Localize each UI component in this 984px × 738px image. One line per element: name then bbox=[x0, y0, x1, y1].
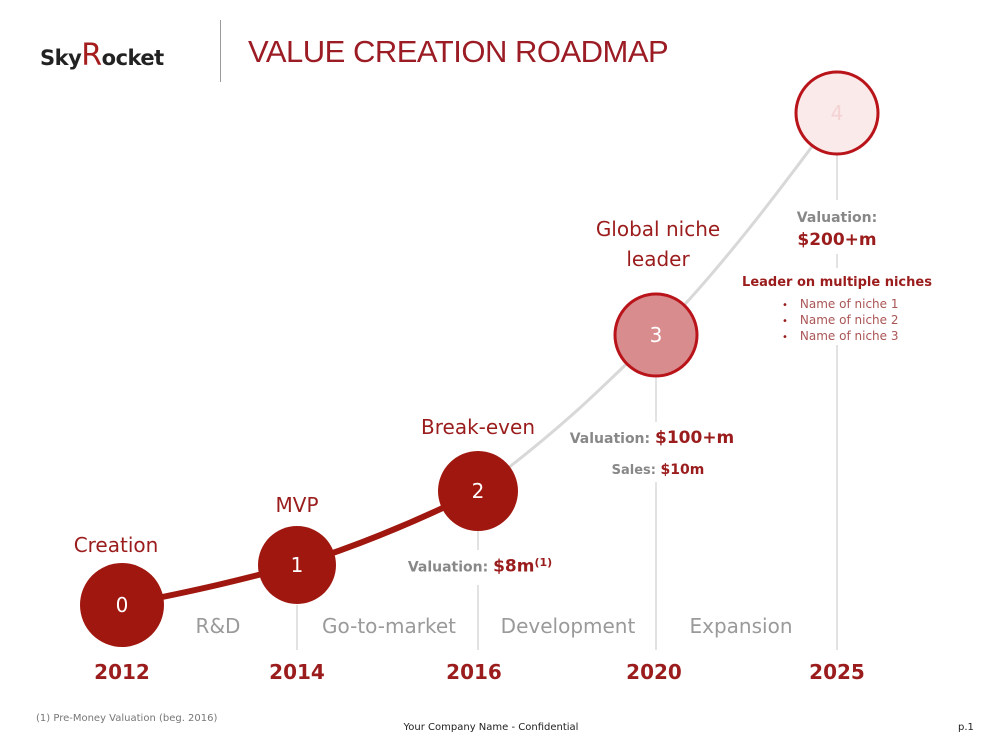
milestone-number-3: 3 bbox=[649, 323, 663, 347]
page-title: VALUE CREATION ROADMAP bbox=[248, 34, 669, 69]
leader-subtitle: Leader on multiple niches bbox=[742, 275, 932, 290]
milestone-circle-3 bbox=[613, 292, 699, 378]
phase-development: Development bbox=[500, 614, 636, 638]
milestone-number-1: 1 bbox=[290, 553, 304, 577]
milestone-circle-4 bbox=[794, 70, 880, 156]
phase-rnd: R&D bbox=[195, 614, 241, 638]
year-2014: 2014 bbox=[269, 660, 325, 684]
milestone-circle-1 bbox=[258, 526, 336, 604]
milestone-number-2: 2 bbox=[471, 479, 485, 503]
skyrocket-logo: SkyRocket bbox=[40, 38, 164, 73]
year-2025: 2025 bbox=[809, 660, 865, 684]
milestone-label-break-even: Break-even bbox=[421, 415, 535, 439]
niche-item: Name of niche 1 bbox=[782, 297, 899, 313]
milestone-number-0: 0 bbox=[115, 593, 129, 617]
header-divider bbox=[220, 20, 221, 82]
milestone-label-mvp: MVP bbox=[275, 493, 319, 517]
niche-list: Name of niche 1 Name of niche 2 Name of … bbox=[782, 297, 899, 345]
year-2012: 2012 bbox=[94, 660, 150, 684]
niche-item: Name of niche 2 bbox=[782, 313, 899, 329]
milestone-label-creation: Creation bbox=[73, 533, 159, 557]
year-2020: 2020 bbox=[626, 660, 682, 684]
milestone-circle-2 bbox=[438, 451, 518, 531]
phase-expansion: Expansion bbox=[689, 614, 793, 638]
milestone-label-global-niche-leader: Global niche leader bbox=[595, 217, 721, 271]
footer-company: Your Company Name - Confidential bbox=[403, 722, 579, 733]
milestone-number-4: 4 bbox=[830, 101, 844, 125]
valuation-2020: Valuation: $100+m bbox=[569, 428, 735, 448]
page-number: p.1 bbox=[958, 722, 974, 733]
sales-2020: Sales: $10m bbox=[611, 462, 705, 478]
niche-item: Name of niche 3 bbox=[782, 329, 899, 345]
valuation-2016: Valuation: $8m(1) bbox=[407, 556, 553, 577]
milestone-circle-0 bbox=[80, 563, 164, 647]
footnote: (1) Pre-Money Valuation (beg. 2016) bbox=[36, 713, 218, 724]
phase-go-to-market: Go-to-market bbox=[322, 614, 456, 638]
year-2016: 2016 bbox=[446, 660, 502, 684]
valuation-2025: Valuation: $200+m bbox=[796, 210, 878, 250]
